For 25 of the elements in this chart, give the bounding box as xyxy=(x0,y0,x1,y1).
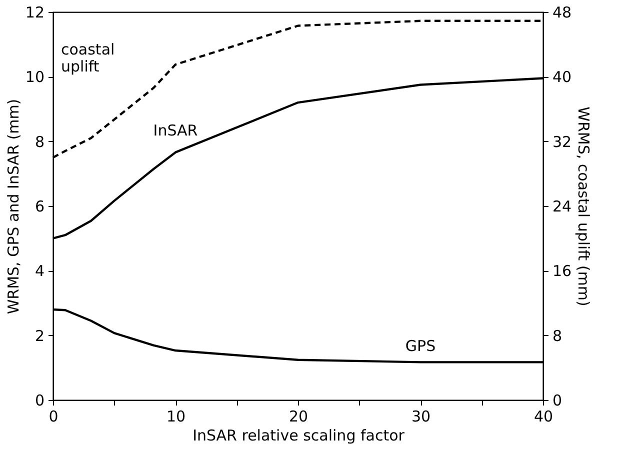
y2-tick-label: 40 xyxy=(552,68,572,86)
y2-tick-label: 24 xyxy=(552,198,572,216)
x-tick-label: 20 xyxy=(288,408,308,426)
x-tick-label: 0 xyxy=(48,408,58,426)
y-axis-title: WRMS, GPS and InSAR (mm) xyxy=(4,98,22,314)
y-tick-label: 8 xyxy=(34,132,44,151)
y-tick-label: 6 xyxy=(34,198,44,216)
x-axis-title: InSAR relative scaling factor xyxy=(192,426,406,444)
y-tick-label: 12 xyxy=(25,4,44,22)
y-tick-label: 2 xyxy=(34,326,44,345)
y2-axis-title: WRMS, coastal uplift (mm) xyxy=(574,106,593,306)
series-label: InSAR xyxy=(153,121,198,140)
x-tick-label: 10 xyxy=(166,408,186,426)
y2-tick-label: 32 xyxy=(552,132,572,151)
y2-tick-label: 48 xyxy=(552,4,572,22)
y-tick-label: 0 xyxy=(34,392,44,410)
series-label: GPS xyxy=(405,337,436,356)
x-tick-label: 30 xyxy=(411,408,431,426)
y2-tick-label: 16 xyxy=(552,262,572,280)
y2-tick-label: 0 xyxy=(552,392,562,410)
y-tick-label: 4 xyxy=(34,262,44,280)
y2-tick-label: 8 xyxy=(552,326,562,345)
y-tick-label: 10 xyxy=(25,68,44,86)
x-tick-label: 40 xyxy=(534,408,554,426)
text: coastal uplift xyxy=(61,40,115,76)
